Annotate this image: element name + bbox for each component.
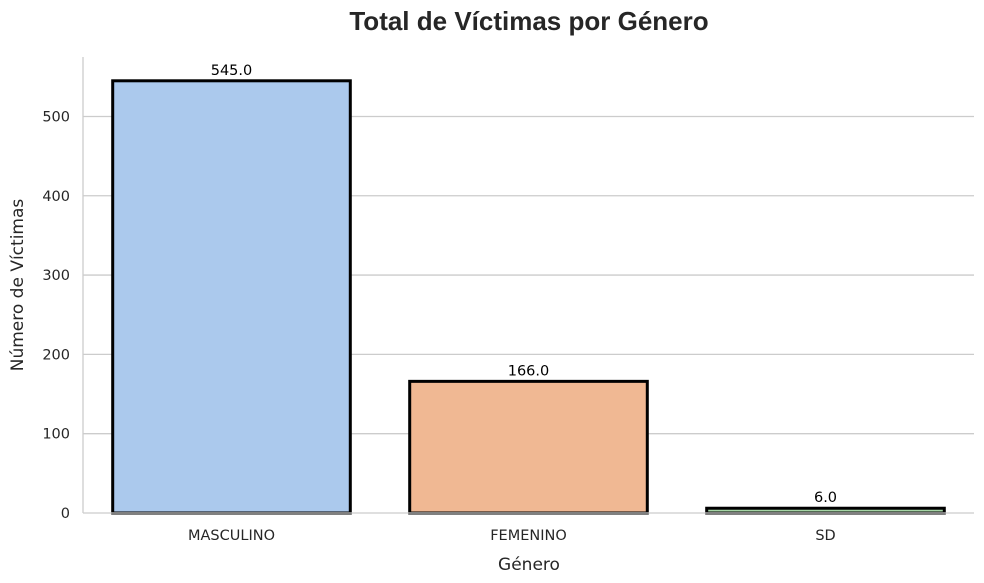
data-labels: 545.0 166.0 6.0 xyxy=(211,63,837,506)
y-tick-label: 0 xyxy=(61,506,70,522)
x-tick-labels: MASCULINO FEMENINO SD xyxy=(188,528,836,544)
y-tick-labels: 0 100 200 300 400 500 xyxy=(42,109,70,522)
axes xyxy=(82,57,974,514)
bar xyxy=(408,379,649,515)
x-axis-label: Género xyxy=(498,555,560,575)
data-label: 545.0 xyxy=(211,63,253,79)
x-tick-label: FEMENINO xyxy=(490,528,567,544)
chart-title: Total de Víctimas por Género xyxy=(349,6,708,36)
x-tick-label: SD xyxy=(815,528,835,544)
bar xyxy=(111,79,352,515)
y-tick-label: 300 xyxy=(42,268,70,284)
x-tick-label: MASCULINO xyxy=(188,528,275,544)
y-tick-label: 500 xyxy=(42,109,70,125)
y-tick-label: 100 xyxy=(42,427,70,443)
bar xyxy=(705,506,946,515)
y-tick-label: 200 xyxy=(42,347,70,363)
bars xyxy=(111,79,946,515)
data-label: 166.0 xyxy=(508,363,550,379)
data-label: 6.0 xyxy=(814,490,837,506)
y-axis-label: Número de Víctimas xyxy=(8,199,28,372)
y-tick-label: 400 xyxy=(42,189,70,205)
